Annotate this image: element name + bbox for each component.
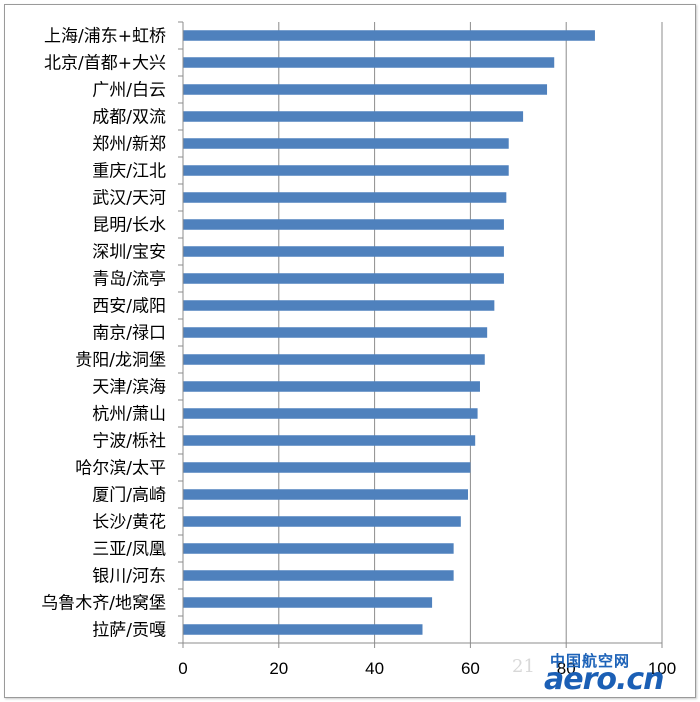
category-label-16: 哈尔滨/太平 [75,459,166,479]
bar-14 [183,408,478,419]
bar-20 [183,570,454,581]
category-label-3: 成都/双流 [92,108,166,128]
bar-0 [183,30,595,41]
x-tick-label-100: 100 [648,659,676,678]
category-label-19: 三亚/凤凰 [92,540,166,560]
bar-22 [183,624,423,635]
category-label-12: 贵阳/龙洞堡 [75,351,166,371]
bar-3 [183,111,524,122]
category-label-1: 北京/首都+大兴 [44,54,166,74]
bar-8 [183,246,504,257]
category-label-6: 武汉/天河 [92,189,166,209]
x-tick-label-80: 80 [557,659,576,678]
category-label-13: 天津/滨海 [92,378,166,398]
category-label-22: 拉萨/贡嘎 [92,621,166,641]
bar-16 [183,462,471,473]
category-label-2: 广州/白云 [92,81,166,101]
bar-10 [183,300,495,311]
axes [178,21,663,648]
bar-2 [183,84,548,95]
bar-17 [183,489,469,500]
category-label-17: 厦门/高崎 [92,486,166,506]
bar-6 [183,192,507,203]
category-labels: 上海/浦东+虹桥北京/首都+大兴广州/白云成都/双流郑州/新郑重庆/江北武汉/天… [41,27,166,641]
watermark-cn-text: 中国航空网 [550,652,631,670]
bar-1 [183,57,555,68]
bar-15 [183,435,476,446]
x-tick-label-20: 20 [269,659,288,678]
category-label-15: 宁波/栎社 [92,432,166,452]
bar-13 [183,381,480,392]
category-label-21: 乌鲁木齐/地窝堡 [41,594,166,614]
bar-11 [183,327,488,338]
category-label-0: 上海/浦东+虹桥 [44,27,166,47]
category-label-8: 深圳/宝安 [92,243,166,263]
watermark-logo-text: aero.cn [544,662,665,697]
bar-21 [183,597,433,608]
category-label-7: 昆明/长水 [92,216,166,236]
bars [183,30,595,635]
x-tick-label-0: 0 [178,659,187,678]
category-label-14: 杭州/萧山 [92,405,166,425]
watermark-faint-text: 21 [512,656,535,677]
x-tick-label-60: 60 [461,659,480,678]
bar-18 [183,516,461,527]
category-label-18: 长沙/黄花 [92,513,166,533]
category-label-4: 郑州/新郑 [92,135,166,155]
bar-7 [183,219,504,230]
aero-cn-watermark: 21 中国航空网 aero.cn [510,650,700,702]
bar-12 [183,354,485,365]
category-label-5: 重庆/江北 [92,162,166,182]
tick-labels: 0 20 40 60 80 100 [178,659,676,678]
bar-19 [183,543,454,554]
category-label-9: 青岛/流亭 [92,270,166,290]
bar-9 [183,273,504,284]
bar-5 [183,165,509,176]
category-label-20: 银川/河东 [92,567,166,587]
bar-4 [183,138,509,149]
category-label-11: 南京/禄口 [92,324,166,344]
x-tick-label-40: 40 [365,659,384,678]
category-label-10: 西安/咸阳 [92,297,166,317]
